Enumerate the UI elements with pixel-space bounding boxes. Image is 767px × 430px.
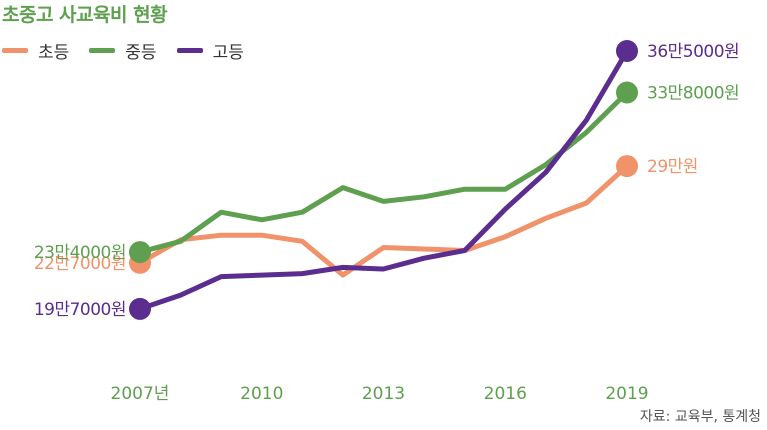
legend-item-high: 고등 bbox=[176, 38, 244, 63]
legend-swatch-high bbox=[176, 48, 203, 53]
x-tick-label-2010: 2010 bbox=[240, 384, 283, 404]
legend-swatch-elementary bbox=[2, 48, 28, 53]
data-point-high-2019 bbox=[616, 40, 638, 62]
chart-title: 초중고 사교육비 현황 bbox=[2, 4, 168, 26]
data-label-elementary-2007: 22만7000원 bbox=[34, 254, 126, 274]
data-label-high-2007: 19만7000원 bbox=[34, 300, 126, 320]
legend-item-middle: 중등 bbox=[89, 38, 157, 63]
x-tick-label-2016: 2016 bbox=[484, 384, 527, 404]
data-label-middle-2007: 23만4000원 bbox=[34, 243, 126, 263]
data-point-middle-2019 bbox=[616, 81, 638, 104]
x-tick-label-2019: 2019 bbox=[605, 384, 648, 404]
legend-label-elementary: 초등 bbox=[38, 43, 70, 63]
data-label-high-2019: 36만5000원 bbox=[647, 42, 739, 62]
source-note: 자료: 교육부, 통계청 bbox=[639, 409, 761, 425]
data-point-middle-2007 bbox=[129, 241, 151, 264]
x-tick-label-2007: 2007년 bbox=[111, 384, 170, 404]
legend-swatch-middle bbox=[89, 48, 116, 53]
data-label-elementary-2019: 29만원 bbox=[647, 157, 698, 177]
data-point-elementary-2019 bbox=[616, 155, 638, 178]
legend-label-middle: 중등 bbox=[125, 43, 157, 63]
series-line-high bbox=[137, 48, 630, 312]
legend-label-high: 고등 bbox=[212, 43, 244, 63]
data-point-high-2007 bbox=[129, 297, 151, 320]
data-label-middle-2019: 33만8000원 bbox=[647, 84, 739, 104]
x-tick-label-2013: 2013 bbox=[362, 384, 405, 404]
series-line-elementary bbox=[137, 163, 630, 278]
legend: 초등 중등 고등 bbox=[2, 38, 264, 63]
series-line-middle bbox=[137, 90, 630, 255]
legend-item-elementary: 초등 bbox=[2, 38, 69, 63]
